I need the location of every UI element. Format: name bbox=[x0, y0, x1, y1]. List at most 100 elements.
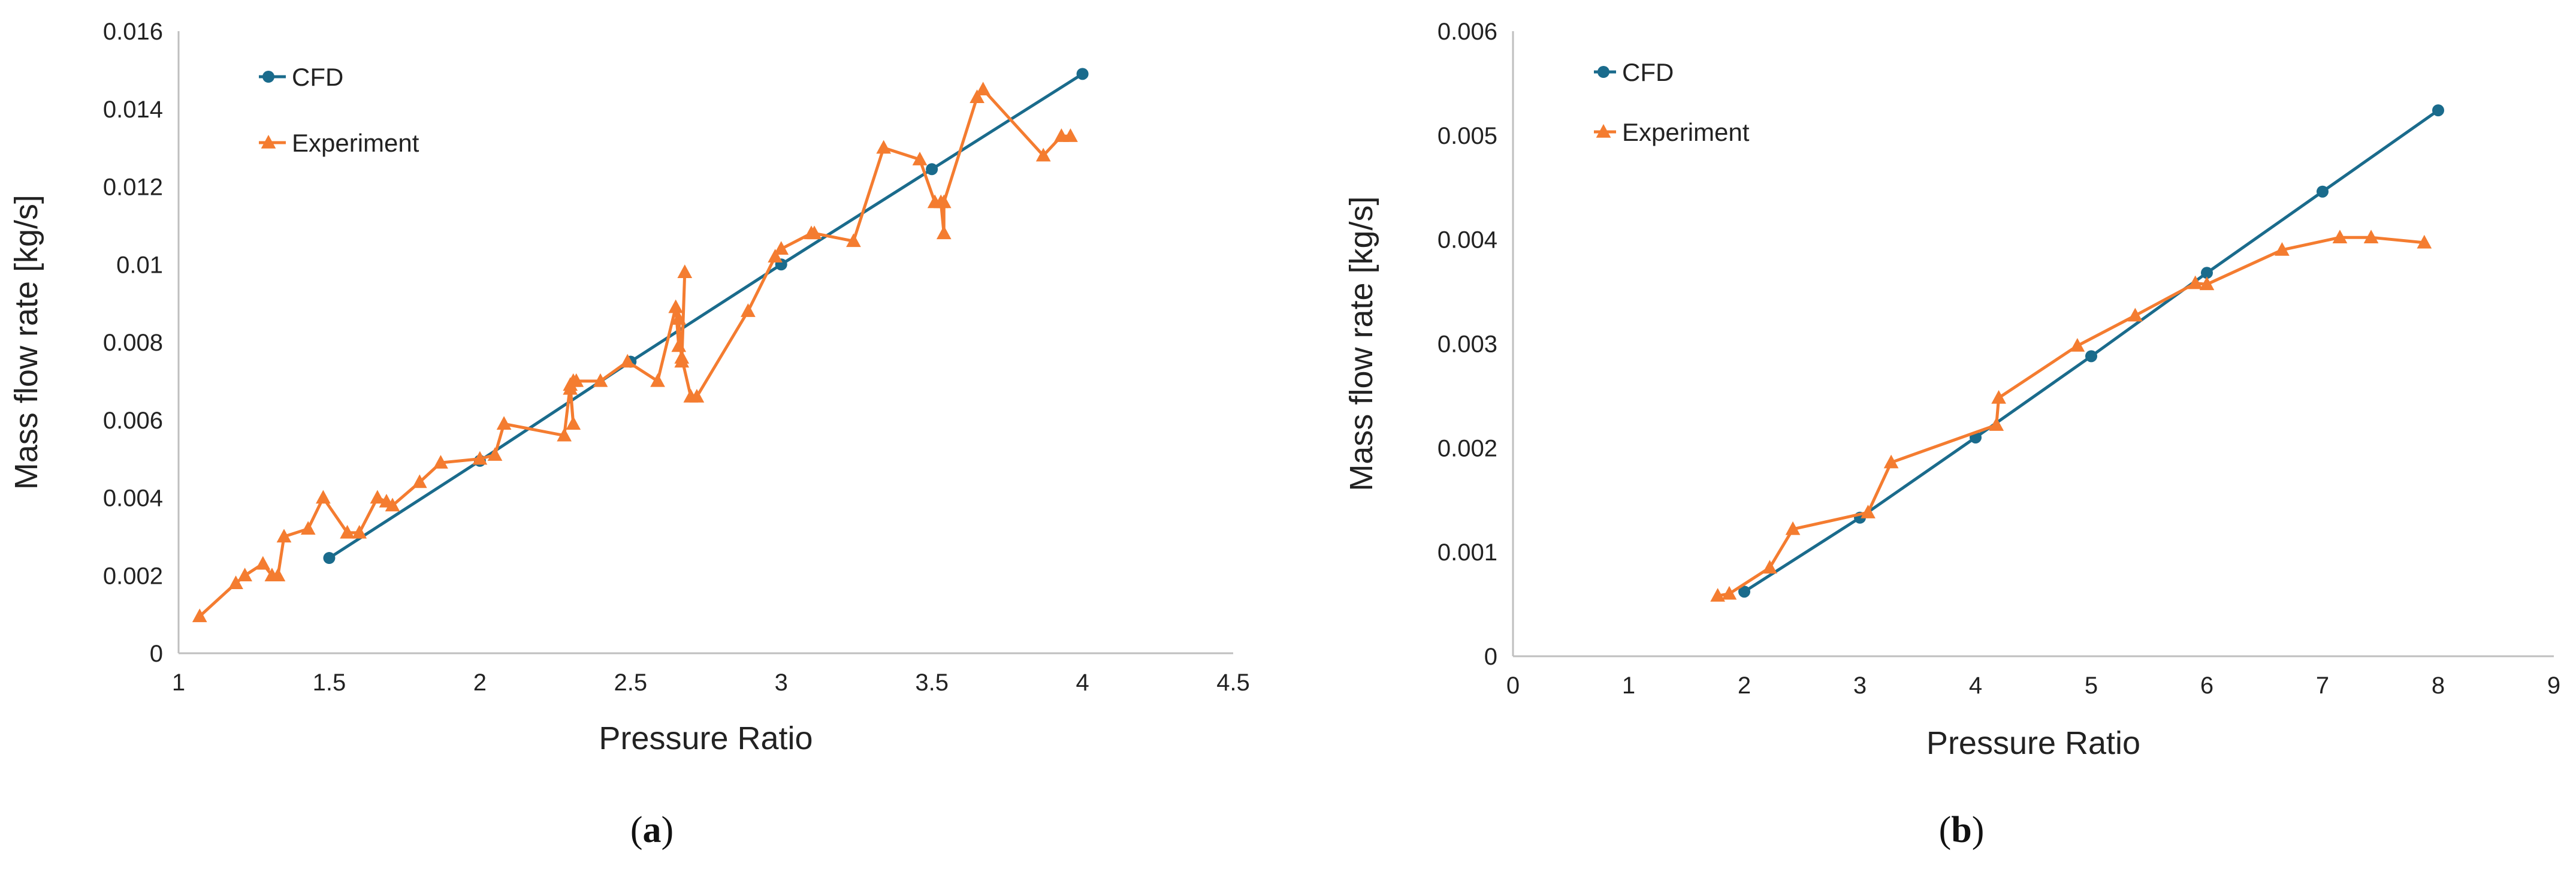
experiment-data-point bbox=[433, 455, 448, 469]
experiment-data-point bbox=[2332, 230, 2348, 243]
experiment-data-point bbox=[876, 140, 892, 154]
experiment-data-point bbox=[1991, 390, 2006, 404]
legend-experiment-marker bbox=[261, 135, 276, 149]
experiment-data-point bbox=[671, 338, 687, 352]
x-tick-label: 4.5 bbox=[1216, 669, 1250, 696]
legend-cfd-marker bbox=[1597, 66, 1609, 78]
experiment-data-point bbox=[650, 373, 665, 387]
experiment-data-point bbox=[677, 264, 693, 278]
experiment-data-point bbox=[1762, 560, 1777, 574]
cfd-data-point bbox=[926, 163, 938, 176]
cfd-data-point bbox=[1738, 586, 1750, 598]
x-tick-label: 4 bbox=[1969, 672, 1982, 699]
experiment-data-point bbox=[496, 416, 512, 430]
y-tick-label: 0 bbox=[150, 641, 163, 667]
experiment-data-point bbox=[228, 575, 243, 589]
legend: CFD Experiment bbox=[259, 63, 419, 157]
experiment-data-point bbox=[300, 521, 316, 535]
x-tick-label: 2 bbox=[473, 669, 487, 696]
experiment-data-point bbox=[2275, 242, 2290, 256]
experiment-series-line bbox=[1717, 236, 2425, 598]
cfd-series-line bbox=[328, 73, 1083, 560]
experiment-data-point bbox=[674, 349, 690, 364]
experiment-data-point bbox=[412, 474, 427, 488]
experiment-data-point bbox=[237, 568, 252, 581]
y-tick-label: 0.006 bbox=[1438, 19, 1497, 45]
experiment-data-point bbox=[192, 608, 207, 623]
cfd-data-point bbox=[2432, 104, 2444, 117]
cfd-data-point bbox=[2317, 185, 2329, 198]
y-axis-title: Mass flow rate [kg/s] bbox=[8, 195, 44, 490]
experiment-data-point bbox=[487, 447, 503, 461]
experiment-data-point bbox=[1710, 588, 1725, 602]
y-tick-label: 0.004 bbox=[1438, 227, 1497, 254]
y-tick-label: 0.012 bbox=[103, 174, 163, 201]
x-tick-label: 1.5 bbox=[313, 669, 346, 696]
experiment-data-point bbox=[768, 249, 783, 263]
experiment-data-point bbox=[1861, 505, 1876, 518]
x-axis-title: Pressure Ratio bbox=[1926, 725, 2140, 761]
chart-panel-a: 1 1.5 2 2.5 3 3.5 4 4.5 0 0.002 0.004 0.006 0.008 0.0… bbox=[8, 19, 1250, 850]
experiment-data-point bbox=[970, 89, 985, 104]
experiment-data-point bbox=[569, 373, 584, 387]
x-tick-label: 3 bbox=[775, 669, 788, 696]
experiment-data-point bbox=[1722, 586, 1737, 600]
experiment-data-point bbox=[620, 354, 635, 368]
cfd-data-point bbox=[323, 552, 336, 565]
x-tick-label: 6 bbox=[2200, 672, 2213, 699]
experiment-data-point bbox=[2127, 307, 2143, 322]
experiment-data-point bbox=[1035, 147, 1051, 162]
experiment-data-point bbox=[2188, 275, 2203, 289]
experiment-data-point bbox=[668, 299, 684, 313]
experiment-data-point bbox=[912, 152, 928, 165]
experiment-data-point bbox=[2417, 234, 2432, 249]
experiment-data-point bbox=[936, 225, 952, 240]
chart-panel-b: 0 1 2 3 4 5 6 7 8 9 0 0.001 0.002 0.003 0.004 0.005 0.00… bbox=[1343, 19, 2560, 850]
experiment-data-point bbox=[1063, 128, 1078, 142]
experiment-data-point bbox=[276, 529, 292, 543]
y-axis-title: Mass flow rate [kg/s] bbox=[1343, 196, 1379, 491]
y-tick-label: 0 bbox=[1484, 644, 1497, 670]
x-tick-label: 3 bbox=[1853, 672, 1867, 699]
y-tick-label: 0.014 bbox=[103, 96, 163, 123]
cfd-data-point bbox=[2085, 350, 2097, 363]
x-tick-label: 1 bbox=[1622, 672, 1635, 699]
cfd-data-point bbox=[2201, 267, 2213, 279]
y-tick-label: 0.006 bbox=[103, 408, 163, 434]
experiment-data-point bbox=[2363, 230, 2379, 243]
x-tick-label: 2.5 bbox=[614, 669, 647, 696]
experiment-data-point bbox=[671, 311, 687, 325]
experiment-data-point bbox=[566, 416, 581, 430]
experiment-data-point bbox=[557, 427, 572, 442]
x-tick-label: 0 bbox=[1506, 672, 1520, 699]
y-tick-label: 0.016 bbox=[103, 19, 163, 45]
experiment-data-point bbox=[774, 241, 789, 255]
experiment-data-point bbox=[593, 373, 608, 387]
experiment-data-point bbox=[472, 451, 488, 465]
experiment-data-point bbox=[340, 524, 355, 539]
experiment-data-point bbox=[2199, 276, 2215, 291]
experiment-data-point bbox=[976, 82, 990, 96]
experiment-data-point bbox=[1883, 454, 1899, 469]
x-tick-label: 4 bbox=[1076, 669, 1089, 696]
experiment-data-point bbox=[936, 194, 952, 209]
cfd-data-point bbox=[1076, 68, 1089, 80]
y-tick-label: 0.001 bbox=[1438, 539, 1497, 566]
x-tick-label: 3.5 bbox=[915, 669, 949, 696]
legend-experiment-marker bbox=[1596, 124, 1611, 138]
y-tick-label: 0.004 bbox=[103, 485, 163, 512]
x-tick-label: 2 bbox=[1738, 672, 1751, 699]
experiment-data-point bbox=[846, 233, 861, 248]
legend-cfd-marker bbox=[262, 71, 274, 83]
x-tick-label: 9 bbox=[2547, 672, 2560, 699]
experiment-data-point bbox=[370, 490, 385, 504]
y-tick-label: 0.01 bbox=[116, 252, 163, 278]
legend: CFD Experiment bbox=[1594, 58, 1750, 146]
experiment-data-point bbox=[563, 381, 578, 395]
y-tick-label: 0.003 bbox=[1438, 331, 1497, 358]
panel-label: (b) bbox=[1939, 810, 1985, 850]
x-tick-label: 8 bbox=[2432, 672, 2445, 699]
x-tick-label: 1 bbox=[172, 669, 185, 696]
